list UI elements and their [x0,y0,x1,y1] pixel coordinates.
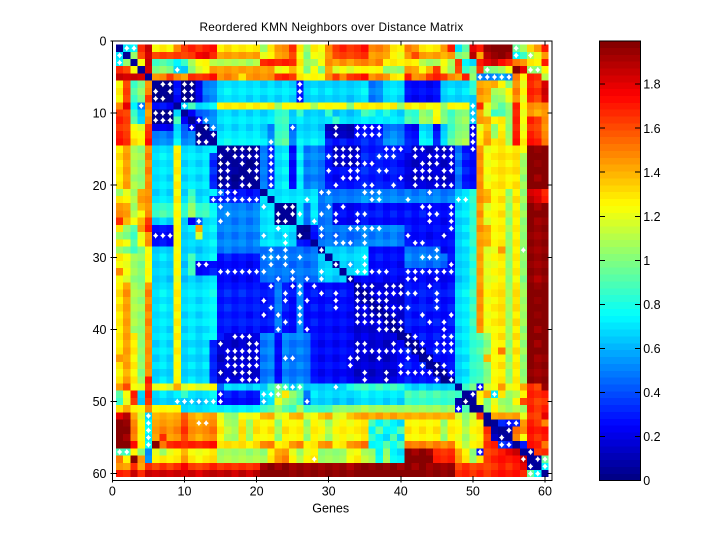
svg-text:0: 0 [100,35,107,49]
svg-text:0: 0 [643,474,650,488]
svg-text:0: 0 [109,485,116,499]
svg-text:0.8: 0.8 [643,298,660,312]
svg-text:60: 60 [538,485,552,499]
svg-text:30: 30 [322,485,336,499]
svg-text:Reordered KMN Neighbors over D: Reordered KMN Neighbors over Distance Ma… [199,20,463,34]
svg-text:1.2: 1.2 [643,210,660,224]
svg-text:40: 40 [394,485,408,499]
svg-text:0.2: 0.2 [643,430,660,444]
svg-text:20: 20 [93,179,107,193]
svg-text:10: 10 [178,485,192,499]
svg-text:50: 50 [93,395,107,409]
svg-text:40: 40 [93,323,107,337]
svg-text:50: 50 [466,485,480,499]
svg-text:1.6: 1.6 [643,122,660,136]
svg-text:0.4: 0.4 [643,386,660,400]
svg-text:1.4: 1.4 [643,166,660,180]
svg-text:Genes: Genes [312,502,349,516]
svg-text:30: 30 [93,251,107,265]
svg-text:60: 60 [93,467,107,481]
svg-text:0.6: 0.6 [643,342,660,356]
svg-text:20: 20 [250,485,264,499]
svg-text:1.8: 1.8 [643,78,660,92]
svg-text:1: 1 [643,254,650,268]
svg-text:10: 10 [93,107,107,121]
